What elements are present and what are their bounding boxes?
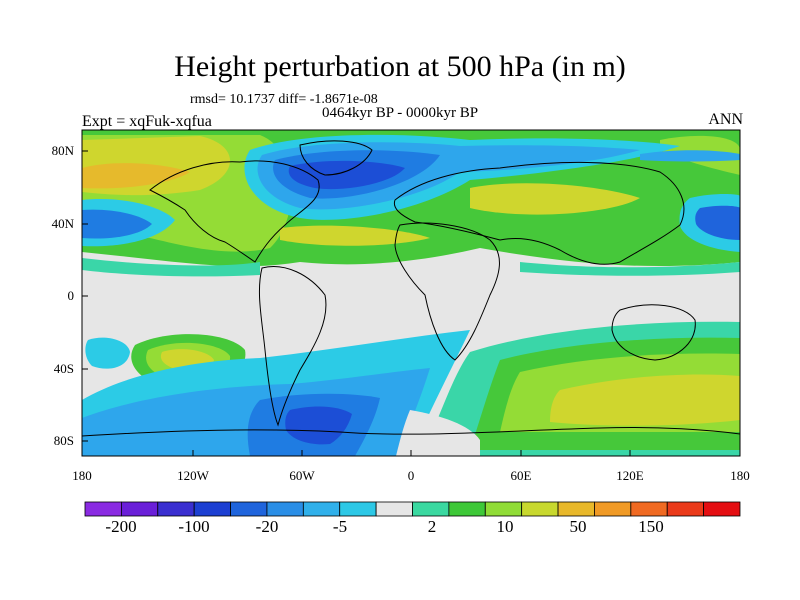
colorbar-box-9 [375, 501, 413, 517]
field-nh-orange-north [82, 163, 190, 189]
period-label: 0464kyr BP - 0000kyr BP [322, 105, 479, 121]
field-tropic-teal-west [82, 258, 260, 277]
colorbar-box-3 [157, 501, 195, 517]
colorbar-box-16 [630, 501, 668, 517]
colorbar-label-3: -20 [255, 517, 279, 536]
field-nh-yellow-central [280, 225, 430, 246]
coast-south-america [258, 266, 327, 427]
coast-africa [394, 222, 500, 361]
field-tropic-teal-east [520, 262, 740, 276]
coast-eurasia [393, 161, 685, 265]
colorbar-box-5 [230, 501, 268, 517]
colorbar-label-6: 10 [496, 517, 514, 536]
field-sh-gray-patch [396, 410, 480, 456]
lat-label-80n: 80N [51, 143, 74, 158]
coast-antarctica [82, 426, 740, 437]
lat-label-80s: 80S [53, 433, 74, 448]
lon-label-120e: 120E [616, 468, 644, 483]
experiment-label: Expt = xqFuk-xqfua [82, 113, 212, 130]
season-label: ANN [708, 111, 743, 128]
lon-label-60e: 60E [510, 468, 532, 483]
lat-label-40s: 40S [53, 361, 74, 376]
colorbar-label-8: 150 [638, 517, 664, 536]
height-field [82, 130, 740, 456]
lon-label-180w: 180 [72, 468, 92, 483]
colorbar-box-13 [521, 501, 559, 517]
colorbar-label-5: 2 [427, 517, 437, 536]
field-nh-darkblue-low [288, 160, 405, 190]
lon-label-120w: 120W [177, 468, 209, 483]
colorbar-box-17 [666, 501, 705, 517]
colorbar-box-7 [302, 501, 341, 517]
coast-greenland [299, 140, 373, 176]
lat-label-0: 0 [67, 288, 75, 303]
colorbar-box-2 [120, 501, 159, 517]
field-sh-cyan-small [85, 337, 130, 369]
rmsd-label: rmsd= 10.1737 diff= -1.8671e-08 [190, 92, 378, 107]
colorbar-box-15 [594, 501, 632, 517]
colorbar-box-6 [266, 501, 304, 517]
colorbar-label-4: -5 [332, 517, 348, 536]
colorbar-box-4 [193, 501, 231, 517]
coast-north-america [149, 160, 320, 263]
field-pacific-low-west-inner [82, 209, 152, 239]
plot-title: Height perturbation at 500 hPa (in m) [174, 50, 626, 83]
field-pacific-low-east-inner [695, 205, 740, 240]
colorbar-label-2: -100 [178, 517, 210, 536]
lon-label-180e: 180 [730, 468, 750, 483]
field-nh-yellow-east [470, 183, 640, 215]
field-sh-yellow-band [550, 374, 740, 426]
coastlines [82, 140, 740, 437]
colorbar-box-18 [703, 501, 741, 517]
field-nh-lightblue-east [640, 150, 740, 162]
colorbar-label-7: 50 [569, 517, 587, 536]
colorbar [84, 501, 741, 517]
colorbar-label-1: -200 [105, 517, 137, 536]
colorbar-box-12 [484, 501, 523, 517]
colorbar-box-11 [448, 501, 486, 517]
coast-australia [611, 304, 696, 361]
axis-ticks [82, 150, 631, 456]
field-sh-darkblue-trough [285, 406, 352, 445]
colorbar-box-1 [84, 501, 122, 517]
lat-label-40n: 40N [51, 216, 74, 231]
colorbar-box-8 [339, 501, 377, 517]
colorbar-box-10 [412, 501, 450, 517]
lon-label-60w: 60W [289, 468, 315, 483]
colorbar-box-14 [557, 501, 595, 517]
lon-label-0: 0 [407, 468, 415, 483]
